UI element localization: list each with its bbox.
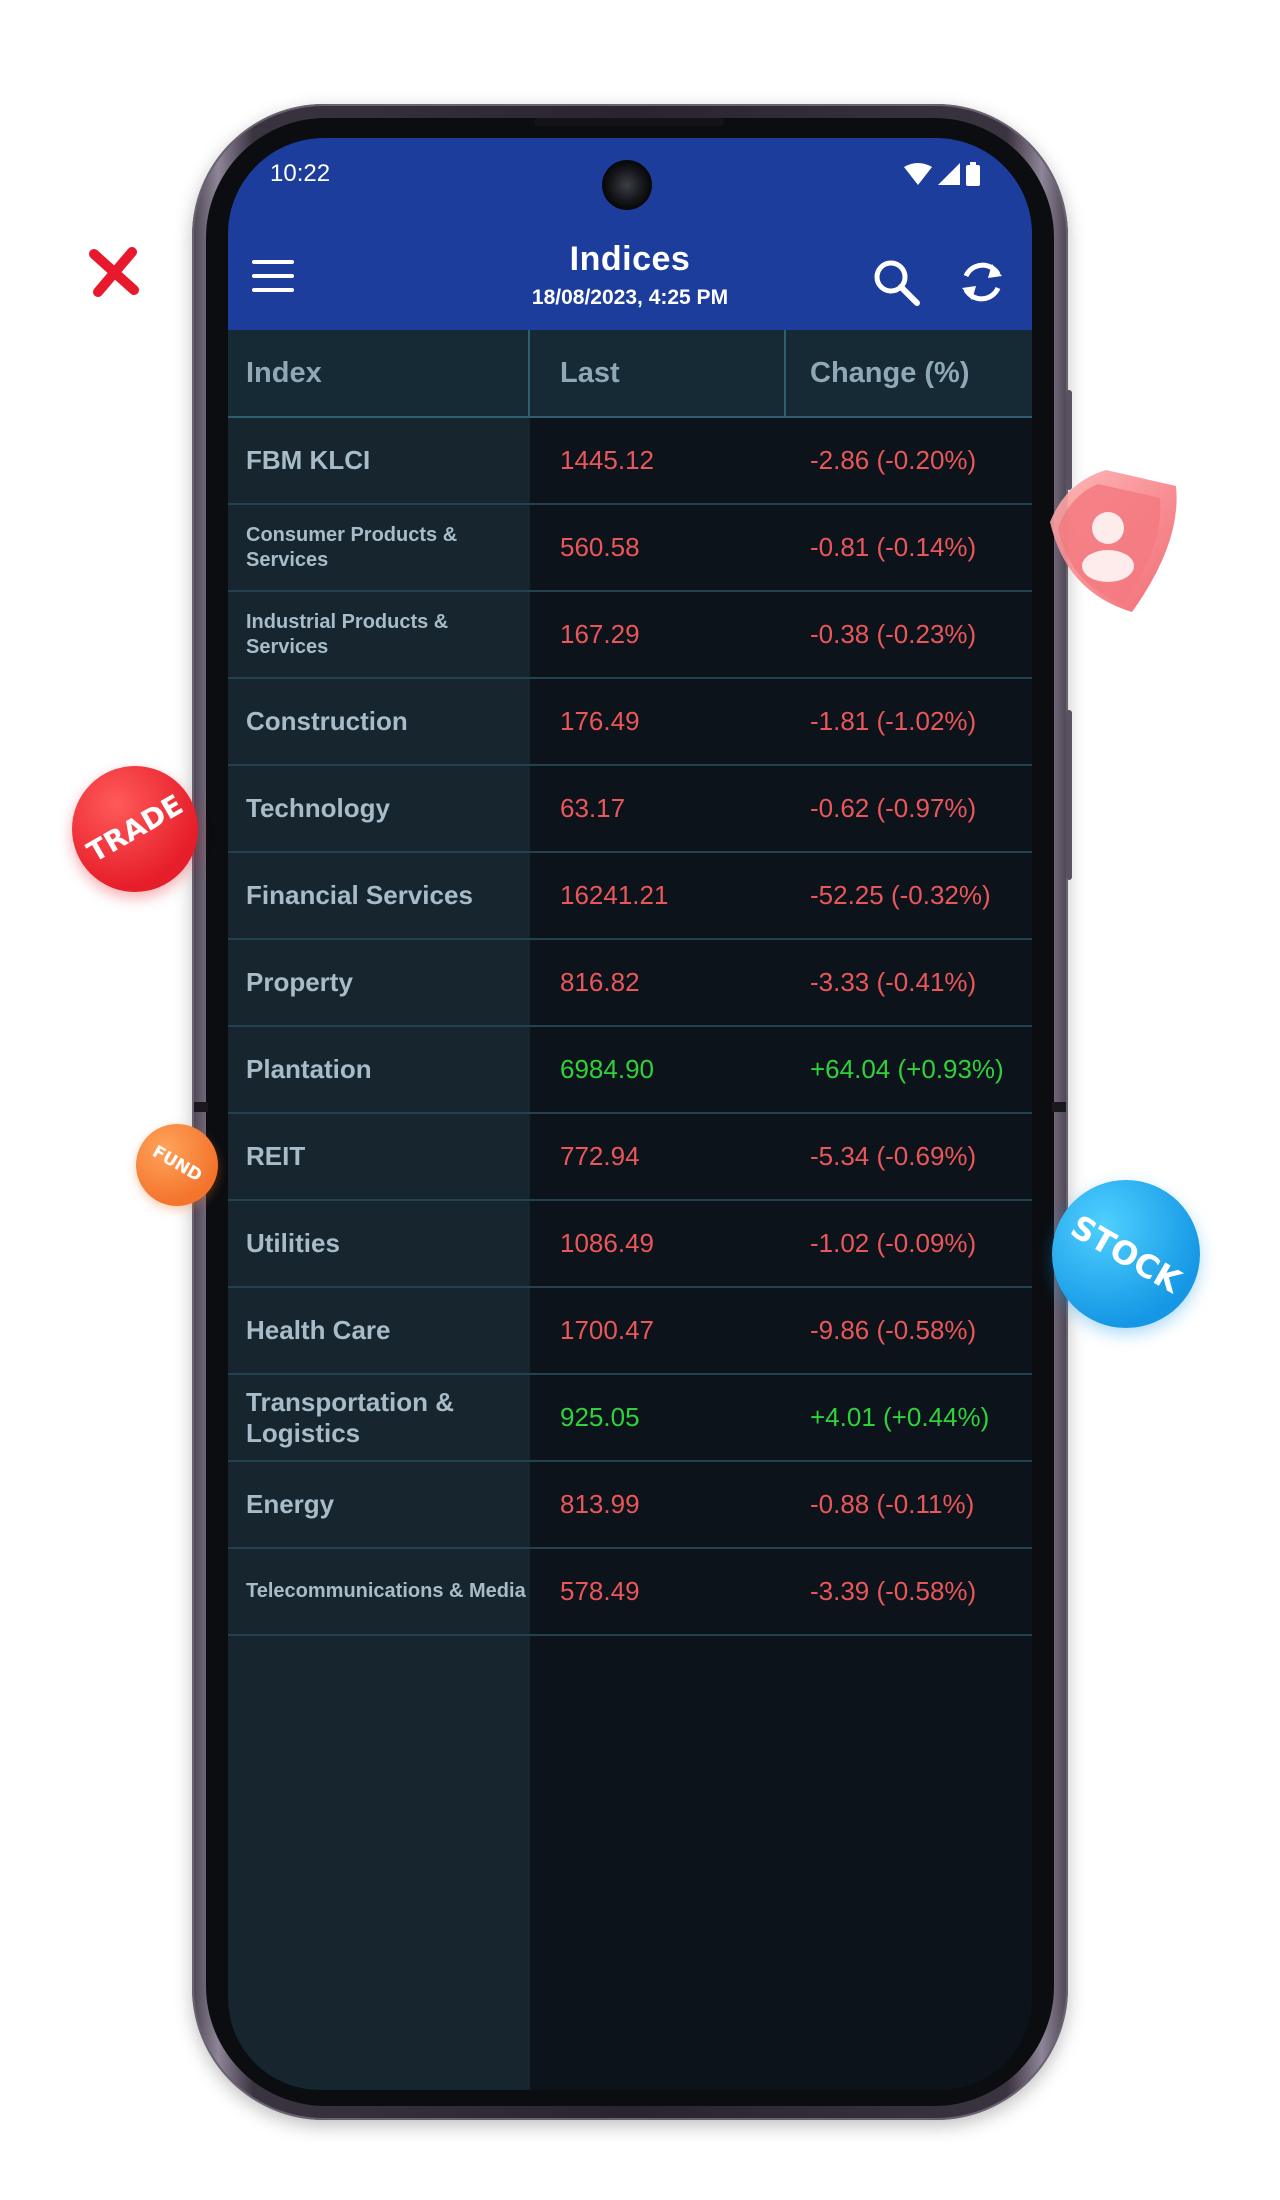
trade-badge: TRADE — [72, 766, 198, 892]
shield-user-icon — [1050, 470, 1177, 612]
index-name: Transportation & Logistics — [246, 1386, 455, 1448]
index-name: FBM KLCI — [246, 445, 371, 475]
index-name: Industrial Products & Services — [246, 610, 449, 658]
table-row[interactable]: Technology 63.17 -0.62 (-0.97%) — [228, 766, 1032, 853]
trade-badge-label: TRADE — [81, 788, 189, 869]
stock-badge: STOCK — [1052, 1180, 1200, 1328]
screen: 10:22 Indices 18/08/2023, 4:25 PM Index … — [228, 138, 1032, 2090]
index-change: -0.81 (-0.14%) — [810, 532, 977, 562]
table-row[interactable]: Energy 813.99 -0.88 (-0.11%) — [228, 1462, 1032, 1549]
table-body: FBM KLCI 1445.12 -2.86 (-0.20%) Consumer… — [228, 418, 1032, 1636]
index-last: 1700.47 — [560, 1315, 654, 1345]
index-change: +64.04 (+0.93%) — [810, 1054, 1004, 1084]
index-last: 813.99 — [560, 1489, 640, 1519]
close-icon — [89, 247, 139, 297]
index-change: -1.02 (-0.09%) — [810, 1228, 977, 1258]
index-name: Financial Services — [246, 880, 473, 910]
index-change: -52.25 (-0.32%) — [810, 880, 991, 910]
page-title: Indices — [569, 240, 691, 278]
index-name: REIT — [246, 1141, 306, 1171]
index-change: -1.81 (-1.02%) — [810, 706, 977, 736]
table-row[interactable]: FBM KLCI 1445.12 -2.86 (-0.20%) — [228, 418, 1032, 505]
header-divider — [784, 330, 786, 416]
power-button — [1066, 710, 1072, 880]
volume-button — [1066, 390, 1072, 490]
table-row[interactable]: Property 816.82 -3.33 (-0.41%) — [228, 940, 1032, 1027]
table-row[interactable]: Health Care 1700.47 -9.86 (-0.58%) — [228, 1288, 1032, 1375]
index-last: 816.82 — [560, 967, 640, 997]
table-row[interactable]: Industrial Products & Services 167.29 -0… — [228, 592, 1032, 679]
index-last: 1445.12 — [560, 445, 654, 475]
indices-table: Index Last Change (%) FBM KLCI 1445.12 -… — [228, 330, 1032, 2090]
index-name: Construction — [246, 706, 408, 736]
index-last: 772.94 — [560, 1141, 640, 1171]
index-change: -9.86 (-0.58%) — [810, 1315, 977, 1345]
index-last: 16241.21 — [560, 880, 669, 910]
index-last: 167.29 — [560, 619, 640, 649]
index-last: 560.58 — [560, 532, 640, 562]
header-change[interactable]: Change (%) — [810, 357, 970, 389]
signal-icon — [938, 163, 960, 185]
index-change: -3.33 (-0.41%) — [810, 967, 977, 997]
hinge-right — [1052, 1102, 1066, 1112]
index-name: Technology — [246, 793, 390, 823]
index-change: -0.38 (-0.23%) — [810, 619, 977, 649]
index-last: 1086.49 — [560, 1228, 654, 1258]
status-icons — [904, 162, 980, 186]
index-name: Energy — [246, 1489, 335, 1519]
hinge-left — [194, 1102, 208, 1112]
index-name: Utilities — [246, 1228, 340, 1258]
index-change: -3.39 (-0.58%) — [810, 1576, 977, 1606]
table-row[interactable]: Financial Services 16241.21 -52.25 (-0.3… — [228, 853, 1032, 940]
stock-badge-label: STOCK — [1064, 1207, 1188, 1301]
index-last: 63.17 — [560, 793, 626, 823]
index-change: -5.34 (-0.69%) — [810, 1141, 977, 1171]
header-index[interactable]: Index — [246, 357, 322, 389]
index-name: Property — [246, 967, 353, 997]
fund-badge: FUND — [136, 1124, 218, 1206]
index-last: 176.49 — [560, 706, 640, 736]
battery-icon — [966, 162, 980, 186]
index-change: -0.62 (-0.97%) — [810, 793, 977, 823]
index-last: 6984.90 — [560, 1054, 654, 1084]
table-row[interactable]: Plantation 6984.90 +64.04 (+0.93%) — [228, 1027, 1032, 1114]
page-timestamp: 18/08/2023, 4:25 PM — [531, 286, 729, 309]
table-row[interactable]: Transportation & Logistics 925.05 +4.01 … — [228, 1375, 1032, 1462]
table-header: Index Last Change (%) — [228, 330, 1032, 418]
status-bar: 10:22 — [228, 138, 1032, 230]
index-name: Plantation — [246, 1054, 372, 1084]
index-change: -0.88 (-0.11%) — [810, 1489, 975, 1519]
search-icon[interactable] — [870, 256, 922, 308]
index-name: Health Care — [246, 1315, 391, 1345]
index-last: 925.05 — [560, 1402, 640, 1432]
fund-badge-label: FUND — [148, 1141, 206, 1187]
index-column-background — [228, 330, 530, 2090]
index-change: +4.01 (+0.44%) — [810, 1402, 990, 1432]
menu-icon[interactable] — [252, 260, 294, 296]
table-row[interactable]: Utilities 1086.49 -1.02 (-0.09%) — [228, 1201, 1032, 1288]
app-bar: Indices 18/08/2023, 4:25 PM — [228, 230, 1032, 330]
wifi-icon — [904, 163, 932, 185]
status-time: 10:22 — [270, 160, 331, 187]
refresh-icon[interactable] — [956, 256, 1008, 308]
index-name: Consumer Products & Services — [246, 523, 458, 571]
table-row[interactable]: Construction 176.49 -1.81 (-1.02%) — [228, 679, 1032, 766]
table-row[interactable]: Consumer Products & Services 560.58 -0.8… — [228, 505, 1032, 592]
header-last[interactable]: Last — [560, 357, 620, 389]
speaker-grille — [534, 118, 724, 126]
header-divider — [528, 330, 530, 416]
index-change: -2.86 (-0.20%) — [810, 445, 977, 475]
table-row[interactable]: REIT 772.94 -5.34 (-0.69%) — [228, 1114, 1032, 1201]
index-last: 578.49 — [560, 1576, 640, 1606]
index-name: Telecommunications & Media — [246, 1580, 526, 1602]
table-row[interactable]: Telecommunications & Media 578.49 -3.39 … — [228, 1549, 1032, 1636]
front-camera — [602, 160, 652, 210]
